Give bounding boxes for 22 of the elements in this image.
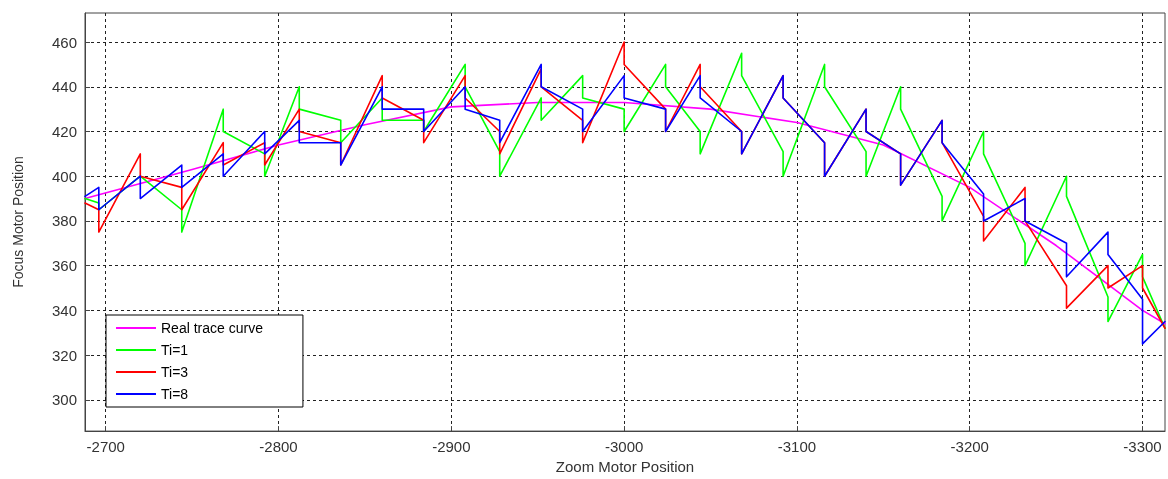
x-tick-label: -2800 [259, 438, 298, 456]
x-tick-label: -3000 [604, 438, 644, 456]
legend-label: Ti=3 [161, 364, 189, 380]
y-tick-label: 440 [51, 78, 77, 96]
y-tick-label: 320 [51, 346, 77, 364]
legend-label: Ti=8 [161, 386, 189, 402]
x-tick-label: -2700 [86, 438, 125, 456]
x-tick-label: -3300 [1123, 438, 1162, 456]
x-axis-title: Zoom Motor Position [555, 458, 695, 475]
x-tick-label: -3100 [777, 438, 817, 456]
y-tick-label: 300 [51, 391, 77, 409]
y-axis-title: Focus Motor Position [10, 156, 26, 288]
y-tick-label: 420 [51, 123, 77, 140]
x-tick-label: -2900 [432, 438, 471, 456]
y-tick-label: 460 [51, 33, 77, 51]
y-tick-label: 340 [51, 301, 77, 319]
y-tick-label: 360 [51, 257, 77, 275]
y-tick-label: 400 [51, 167, 77, 185]
legend-label: Real trace curve [161, 320, 264, 336]
y-tick-label: 380 [51, 212, 77, 230]
legend-label: Ti=1 [161, 342, 189, 358]
x-tick-label: -3200 [950, 438, 989, 456]
